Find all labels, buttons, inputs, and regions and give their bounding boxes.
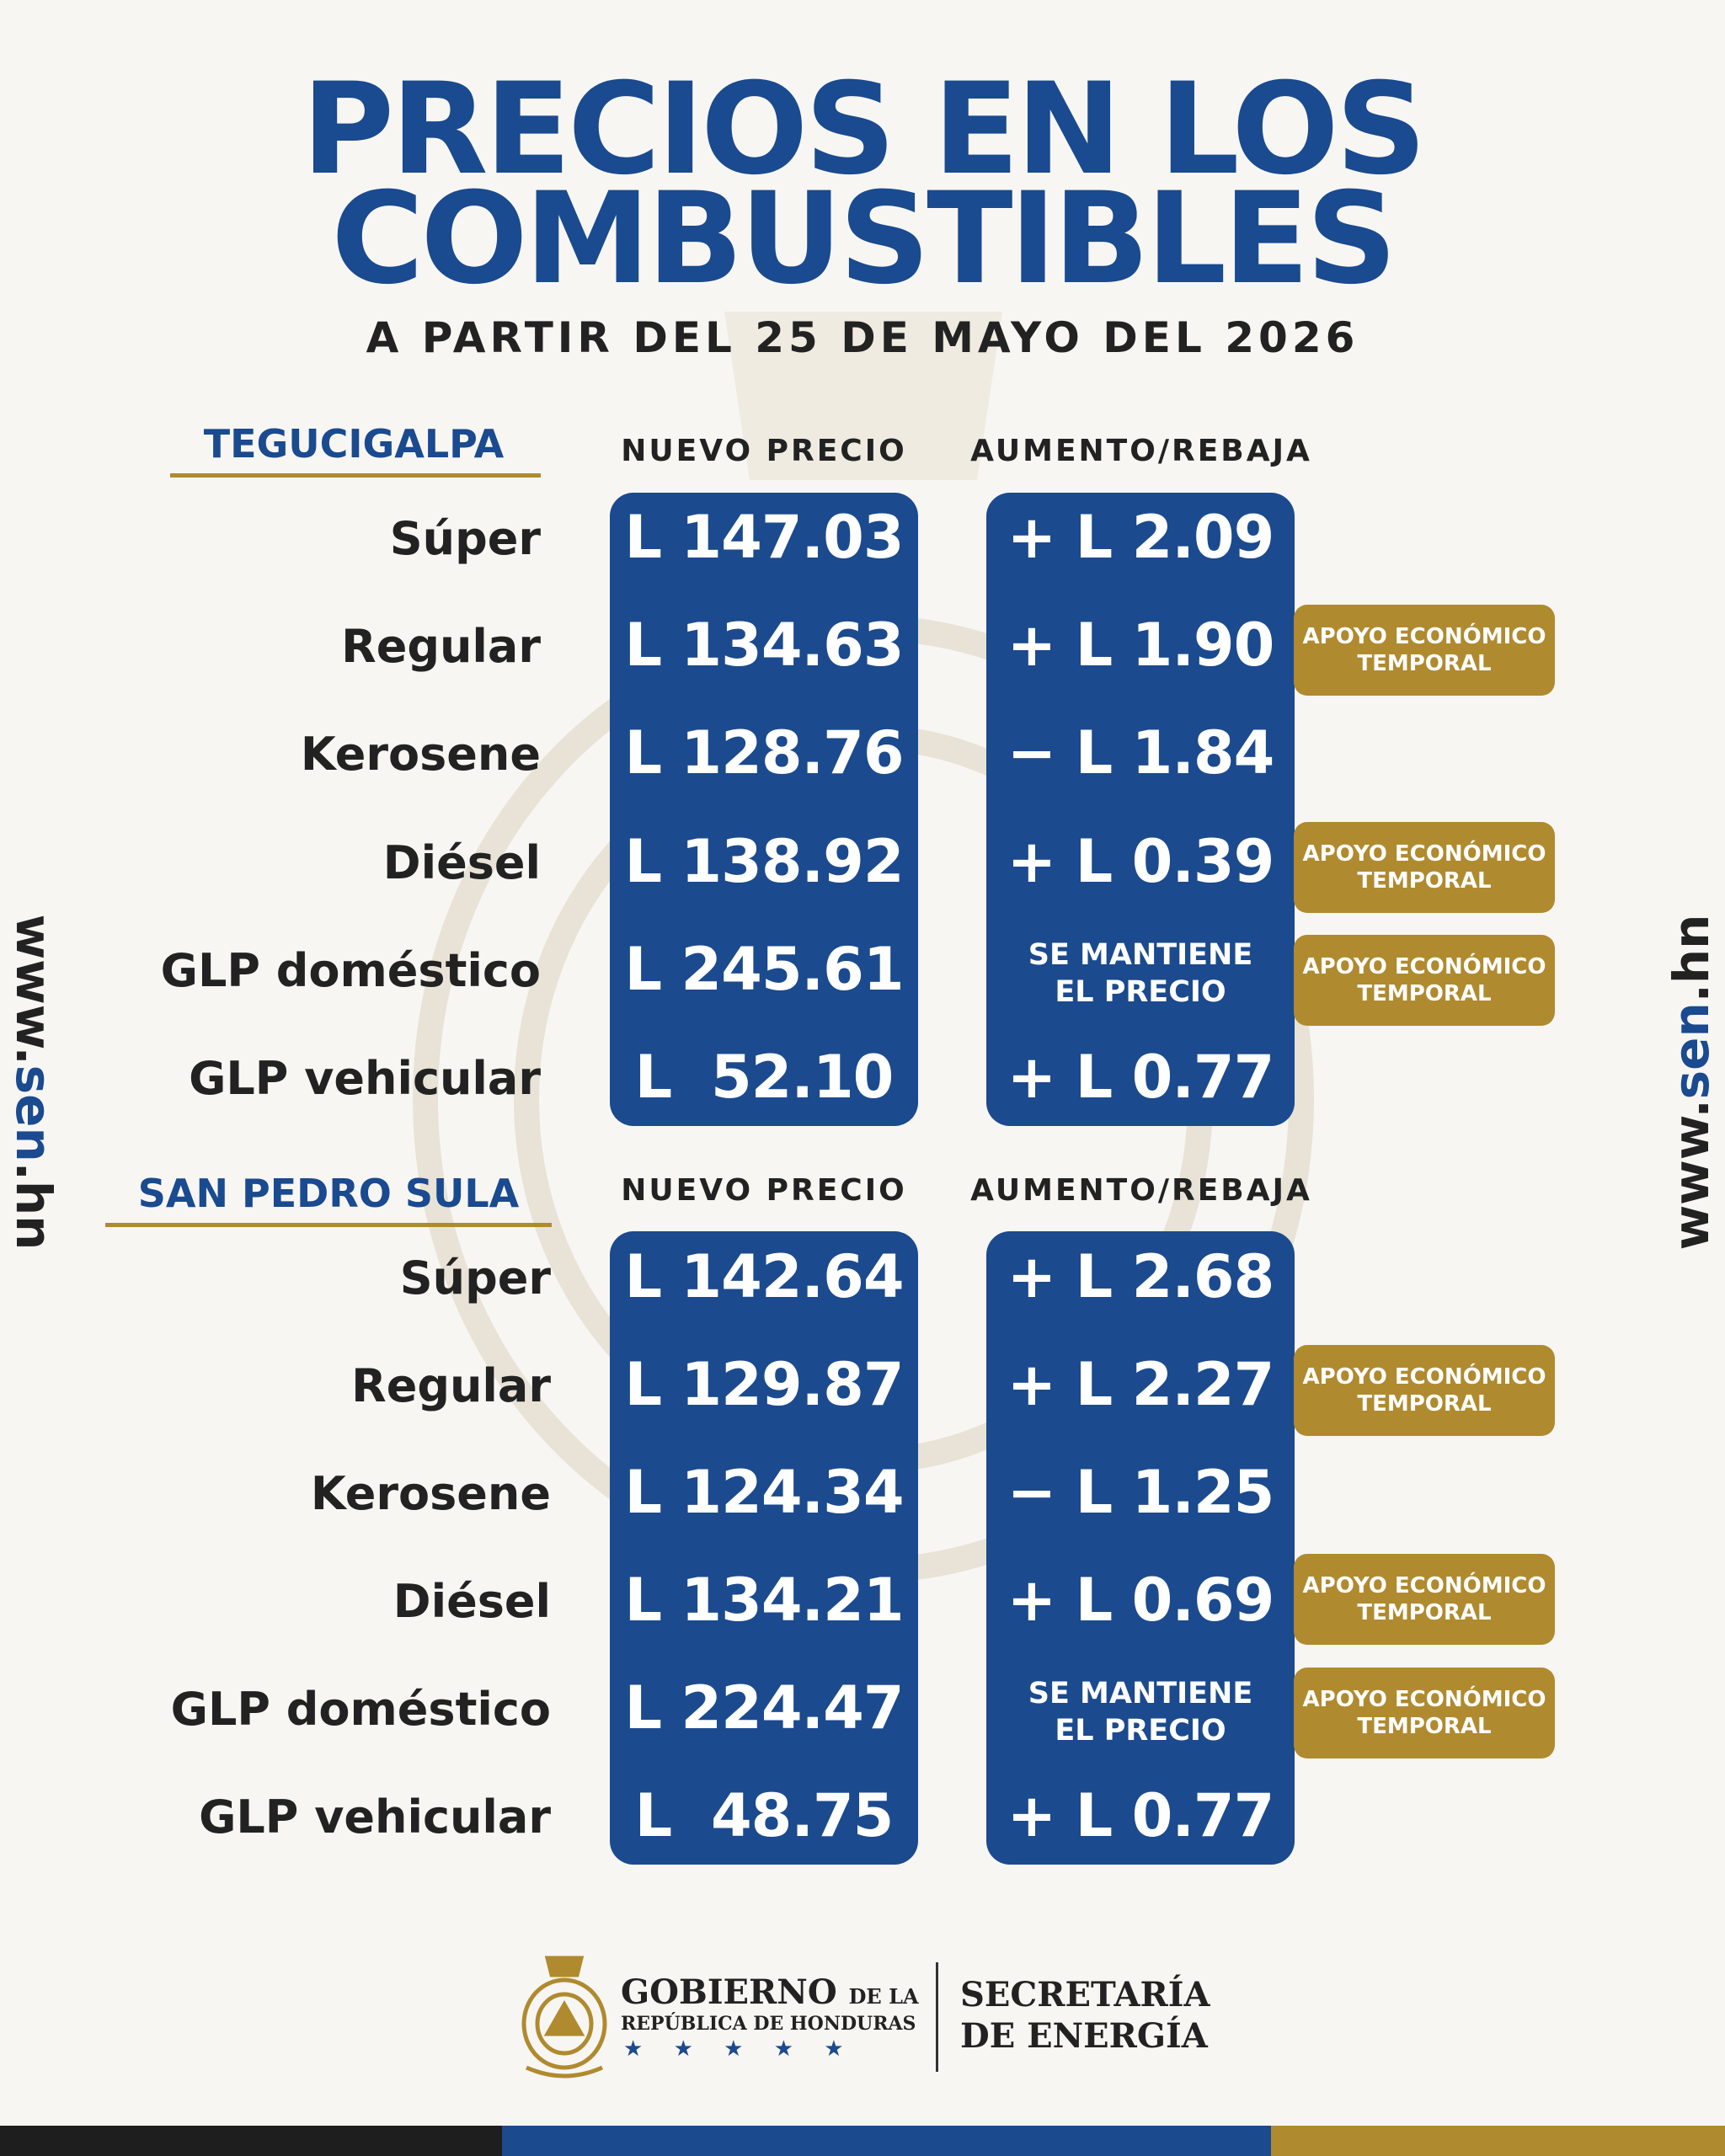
stars-decoration: ★ ★ ★ ★ ★: [623, 2036, 856, 2062]
city-tegucigalpa: TEGUCIGALPA: [203, 421, 505, 467]
change-line2: EL PRECIO: [1055, 975, 1226, 1009]
badge-line1: APOYO ECONÓMICO: [1302, 624, 1546, 649]
badge-line1: APOYO ECONÓMICO: [1302, 1364, 1546, 1390]
badge-line1: APOYO ECONÓMICO: [1302, 841, 1546, 867]
badge-line1: APOYO ECONÓMICO: [1302, 1687, 1546, 1712]
fuel-label: Regular: [341, 620, 541, 673]
change-value: + L 1.90: [1007, 611, 1275, 680]
bottom-stripe-blue: [502, 2126, 1271, 2156]
gov-gobierno: GOBIERNO: [621, 1972, 837, 2012]
badge-line1: APOYO ECONÓMICO: [1302, 1573, 1546, 1598]
gov-name-line2: REPÚBLICA DE HONDURAS: [621, 2013, 916, 2035]
side-url-left-domain: sen: [5, 1065, 62, 1162]
fuel-label: Diésel: [382, 836, 541, 889]
badge-line2: TEMPORAL: [1357, 1714, 1492, 1739]
city-underline: [170, 473, 541, 478]
change-panel: [986, 1231, 1295, 1865]
price-value: L 124.34: [624, 1458, 904, 1527]
price-value: L 134.21: [624, 1566, 904, 1635]
colhead-new-price: NUEVO PRECIO: [621, 434, 907, 468]
badge-line2: TEMPORAL: [1357, 981, 1492, 1006]
fuel-label: Kerosene: [310, 1467, 551, 1520]
fuel-label: GLP vehicular: [189, 1052, 541, 1105]
bottom-stripe-gold: [1271, 2126, 1725, 2156]
fuel-label: Súper: [399, 1251, 551, 1305]
price-value: L 142.64: [624, 1242, 904, 1311]
support-badge: APOYO ECONÓMICO TEMPORAL: [1294, 822, 1555, 913]
price-value: L 134.63: [624, 611, 904, 680]
price-value: L 129.87: [624, 1350, 904, 1419]
change-panel: [986, 493, 1295, 1126]
bottom-stripe-dark: [0, 2126, 502, 2156]
page-subtitle: A PARTIR DEL 25 DE MAYO DEL 2026: [366, 313, 1359, 362]
change-unchanged: SE MANTIENE EL PRECIO: [986, 1675, 1295, 1749]
badge-line1: APOYO ECONÓMICO: [1302, 954, 1546, 979]
badge-line2: TEMPORAL: [1357, 1391, 1492, 1417]
city-san-pedro-sula: SAN PEDRO SULA: [137, 1171, 520, 1216]
colhead-change: AUMENTO/REBAJA: [970, 1173, 1312, 1208]
support-badge: APOYO ECONÓMICO TEMPORAL: [1294, 1345, 1555, 1436]
price-value: L 138.92: [624, 827, 904, 896]
change-value: + L 2.09: [1007, 503, 1275, 572]
gov-de-la: DE LA: [848, 1984, 919, 2009]
fuel-label: Diésel: [393, 1575, 551, 1628]
fuel-label: Súper: [389, 512, 541, 565]
fuel-label: GLP doméstico: [160, 944, 541, 997]
side-url-right-suffix: .hn: [1663, 914, 1720, 1003]
price-panel: [610, 1231, 918, 1865]
change-line1: SE MANTIENE: [1028, 938, 1253, 972]
change-line1: SE MANTIENE: [1028, 1677, 1253, 1710]
gov-name-line1: GOBIERNO DE LA: [621, 1972, 919, 2012]
page-title-line1: PRECIOS EN LOS: [302, 56, 1427, 203]
support-badge: APOYO ECONÓMICO TEMPORAL: [1294, 935, 1555, 1026]
page-title-line2: COMBUSTIBLES: [331, 166, 1397, 312]
fuel-label: GLP vehicular: [199, 1790, 551, 1844]
colhead-new-price: NUEVO PRECIO: [621, 1173, 907, 1208]
side-url-left-prefix: www.: [5, 914, 62, 1065]
change-value: − L 1.25: [1007, 1458, 1275, 1527]
side-url-right: www.sen.hn: [1663, 915, 1720, 1251]
change-unchanged: SE MANTIENE EL PRECIO: [986, 937, 1295, 1011]
badge-line2: TEMPORAL: [1357, 651, 1492, 676]
support-badge: APOYO ECONÓMICO TEMPORAL: [1294, 1668, 1555, 1758]
side-url-right-prefix: www.: [1663, 1099, 1720, 1251]
fuel-label: Regular: [351, 1359, 551, 1412]
change-value: + L 2.68: [1007, 1242, 1275, 1311]
side-url-left: www.sen.hn: [5, 915, 62, 1251]
price-panel: [610, 493, 918, 1126]
coat-of-arms-icon: [521, 1956, 607, 2079]
support-badge: APOYO ECONÓMICO TEMPORAL: [1294, 1554, 1555, 1645]
price-value: L 128.76: [624, 718, 904, 787]
side-url-right-domain: sen: [1663, 1002, 1720, 1100]
change-value: + L 0.69: [1007, 1566, 1275, 1635]
colhead-change: AUMENTO/REBAJA: [970, 434, 1312, 468]
change-value: + L 0.77: [1007, 1781, 1275, 1850]
badge-line2: TEMPORAL: [1357, 1600, 1492, 1625]
fuel-label: Kerosene: [300, 728, 541, 781]
fuel-label: GLP doméstico: [170, 1683, 551, 1736]
change-value: − L 1.84: [1007, 718, 1275, 787]
price-value: L 245.61: [624, 935, 904, 1004]
side-url-left-suffix: .hn: [5, 1161, 62, 1251]
price-value: L 147.03: [624, 503, 904, 572]
secretaria-line2: DE ENERGÍA: [960, 2016, 1208, 2056]
support-badge: APOYO ECONÓMICO TEMPORAL: [1294, 605, 1555, 696]
change-line2: EL PRECIO: [1055, 1714, 1226, 1748]
change-value: + L 0.39: [1007, 827, 1275, 896]
change-value: + L 0.77: [1007, 1043, 1275, 1112]
price-value: L 48.75: [634, 1781, 895, 1850]
city-underline: [105, 1223, 552, 1227]
footer-divider: [936, 1962, 938, 2072]
badge-line2: TEMPORAL: [1357, 868, 1492, 894]
price-value: L 224.47: [624, 1673, 904, 1742]
price-value: L 52.10: [634, 1043, 895, 1112]
secretaria-line1: SECRETARÍA: [960, 1975, 1210, 2015]
change-value: + L 2.27: [1007, 1350, 1275, 1419]
